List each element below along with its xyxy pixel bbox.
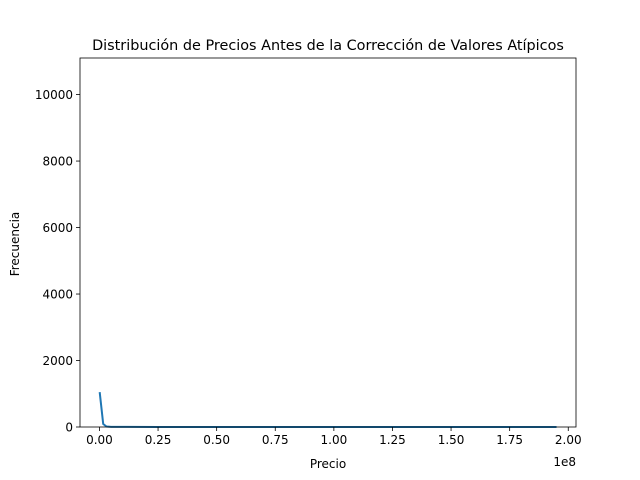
- x-tick-label: 1.75: [496, 433, 523, 447]
- x-tick-label: 0.00: [86, 433, 113, 447]
- x-tick-label: 1.25: [379, 433, 406, 447]
- chart-title: Distribución de Precios Antes de la Corr…: [92, 38, 564, 54]
- y-tick-label: 0: [65, 421, 73, 435]
- y-tick-label: 4000: [42, 288, 73, 302]
- x-tick-label: 2.00: [555, 433, 582, 447]
- y-tick-label: 10000: [35, 88, 73, 102]
- x-tick-label: 1.50: [438, 433, 465, 447]
- x-axis: 0.00 0.25 0.50 0.75 1.00 1.25 1.50 1.75 2.00: [86, 427, 582, 447]
- x-tick-label: 0.50: [203, 433, 230, 447]
- x-axis-label: Precio: [310, 457, 346, 471]
- series-line-0: [98, 391, 557, 428]
- x-tick-label: 1.00: [321, 433, 348, 447]
- plot-frame: [79, 57, 577, 428]
- y-tick-label: 8000: [42, 155, 73, 169]
- x-tick-label: 0.75: [262, 433, 289, 447]
- y-axis-label: Frecuencia: [8, 212, 22, 277]
- plot-area: [79, 57, 577, 428]
- x-tick-label: 0.25: [145, 433, 172, 447]
- y-tick-label: 2000: [42, 354, 73, 368]
- y-tick-label: 6000: [42, 221, 73, 235]
- x-axis-offset-label: 1e8: [553, 455, 576, 469]
- y-axis: 0 2000 4000 6000 8000 10000: [35, 88, 80, 435]
